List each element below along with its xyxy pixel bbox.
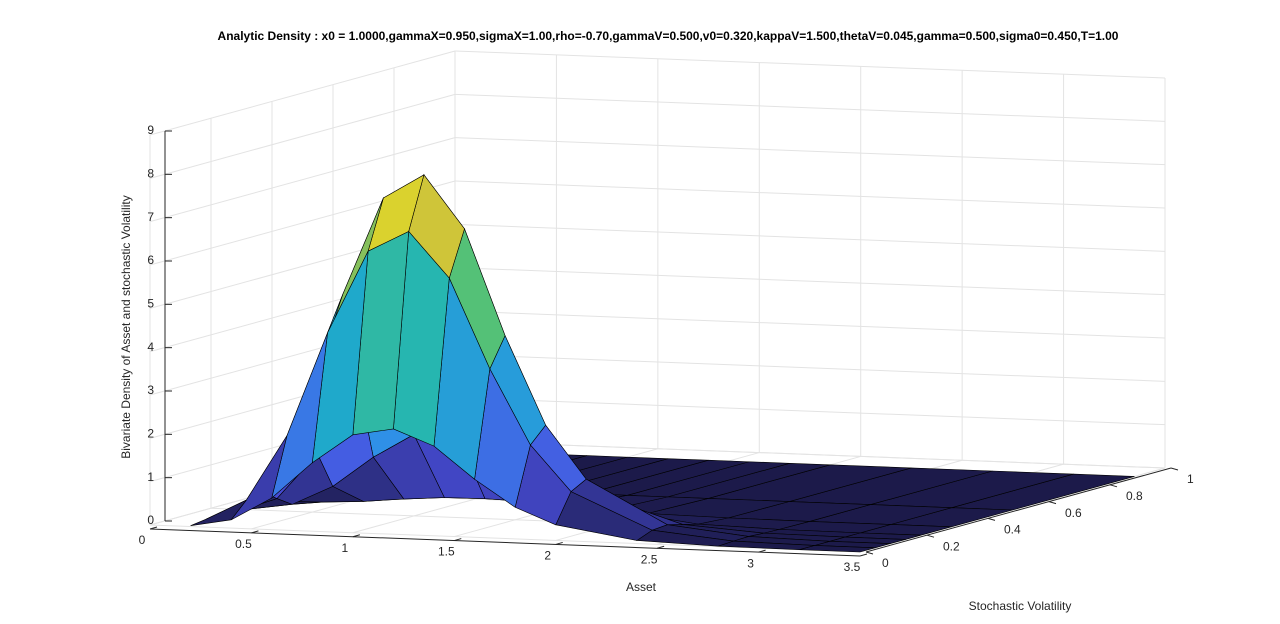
z-tick-label: 6 [147,253,154,267]
y-tick [1048,501,1057,505]
x-tick-label: 3 [747,556,754,570]
y-tick [1170,467,1179,471]
x-axis-label: Asset [626,580,657,594]
y-tick-label: 0.6 [1065,506,1082,520]
x-tick-label: 2 [544,549,551,563]
y-axis [865,467,1172,553]
y-tick [865,551,874,555]
grid-line [454,310,1166,339]
z-tick-label: 3 [147,383,154,397]
y-tick [987,517,996,521]
grid-line [454,180,1166,209]
chart-title: Analytic Density : x0 = 1.0000,gammaX=0.… [218,29,1119,43]
x-tick-label: 2.5 [641,552,658,566]
x-tick [149,526,158,530]
surface-patch [190,499,247,526]
x-tick-label: 1 [342,541,349,555]
grid-line [454,93,1166,122]
grid-line [149,137,456,223]
grid-line [149,50,456,136]
z-tick-label: 1 [147,470,154,484]
x-tick [859,553,868,557]
y-tick-label: 0.2 [943,539,960,553]
grid-line [149,93,456,179]
grid-line [149,524,861,553]
x-tick [555,541,563,545]
grid-line [454,353,1166,382]
x-tick [758,549,766,553]
y-tick [926,534,935,538]
y-tick-label: 0.8 [1126,489,1143,503]
y-tick-label: 0 [882,556,889,570]
z-tick-label: 8 [147,167,154,181]
x-tick-label: 1.5 [438,545,455,559]
z-tick-label: 5 [147,297,154,311]
x-tick [352,534,360,538]
z-tick-label: 7 [147,210,154,224]
x-tick-label: 3.5 [844,560,861,574]
grid-line [454,397,1166,426]
z-tick-label: 4 [147,340,154,354]
z-tick-label: 0 [147,513,154,527]
grid-line [454,440,1166,469]
grid-line [454,137,1166,166]
grid-line [454,223,1166,252]
y-axis-label: Stochastic Volatility [969,599,1072,613]
x-tick [657,545,665,549]
x-tick-label: 0 [139,533,146,547]
z-axis-label: Bivariate Density of Asset and stochasti… [119,195,133,458]
x-tick [251,530,259,534]
y-tick-label: 1 [1187,472,1194,486]
z-tick-label: 2 [147,427,154,441]
y-tick [1109,484,1118,488]
grid-line [454,50,1166,79]
y-tick-label: 0.4 [1004,523,1021,537]
x-tick [454,538,462,542]
grid-line [454,267,1166,296]
x-axis [149,528,861,557]
z-tick-label: 9 [147,123,154,137]
x-tick-label: 0.5 [235,537,252,551]
